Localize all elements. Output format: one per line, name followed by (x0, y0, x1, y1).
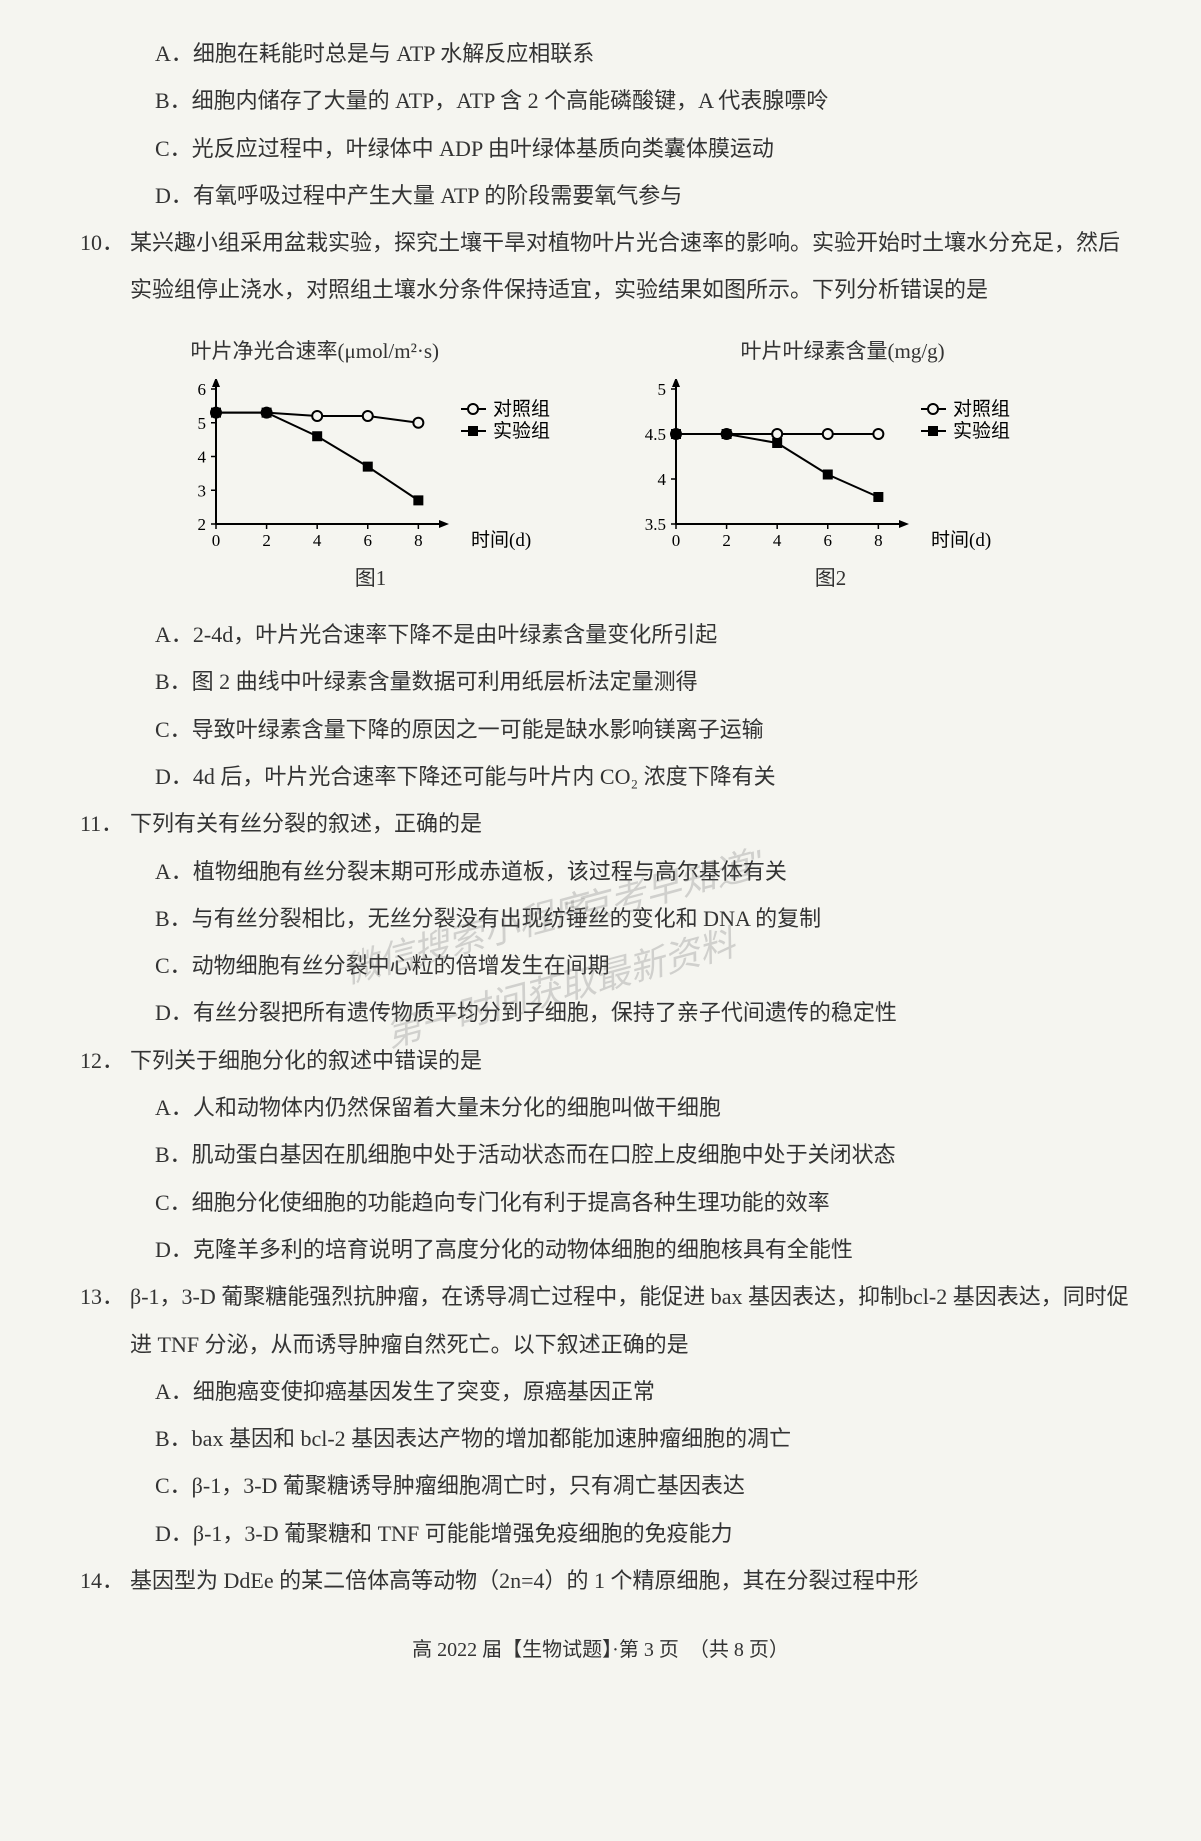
svg-text:6: 6 (823, 531, 832, 550)
svg-text:2: 2 (262, 531, 271, 550)
q13-text: β-1，3-D 葡聚糖能强烈抗肿瘤，在诱导凋亡过程中，能促进 bax 基因表达，… (130, 1273, 1141, 1368)
charts-row: 叶片净光合速率(μmol/m²·s) 0246823456时间(d)对照组实验组… (60, 329, 1141, 601)
svg-text:0: 0 (211, 531, 220, 550)
q13-option-d: D．β-1，3-D 葡聚糖和 TNF 可能能增强免疫细胞的免疫能力 (60, 1510, 1141, 1557)
svg-text:时间(d): 时间(d) (471, 529, 531, 551)
svg-text:2: 2 (197, 515, 206, 534)
q13-num: 13． (80, 1273, 130, 1368)
q11: 11． 下列有关有丝分裂的叙述，正确的是 (60, 800, 1141, 847)
svg-text:5: 5 (657, 380, 666, 399)
svg-text:5: 5 (197, 414, 206, 433)
svg-text:0: 0 (671, 531, 680, 550)
svg-text:时间(d): 时间(d) (931, 529, 991, 551)
q10-num: 10． (80, 219, 130, 314)
svg-text:对照组: 对照组 (493, 398, 550, 420)
q10-option-a: A．2-4d，叶片光合速率下降不是由叶绿素含量变化所引起 (60, 611, 1141, 658)
q11-num: 11． (80, 800, 130, 847)
svg-text:4: 4 (197, 447, 206, 466)
chart1-title: 叶片净光合速率(μmol/m²·s) (161, 329, 581, 374)
q9-option-a: A．细胞在耗能时总是与 ATP 水解反应相联系 (60, 30, 1141, 77)
chart2-caption: 图2 (621, 556, 1041, 601)
q11-option-b: B．与有丝分裂相比，无丝分裂没有出现纺锤丝的变化和 DNA 的复制 (60, 895, 1141, 942)
svg-text:6: 6 (197, 380, 206, 399)
q11-text: 下列有关有丝分裂的叙述，正确的是 (130, 800, 1141, 847)
q9-option-b: B．细胞内储存了大量的 ATP，ATP 含 2 个高能磷酸键，A 代表腺嘌呤 (60, 77, 1141, 124)
svg-text:2: 2 (722, 531, 731, 550)
q12-option-a: A．人和动物体内仍然保留着大量未分化的细胞叫做干细胞 (60, 1084, 1141, 1131)
q13-option-c: C．β-1，3-D 葡聚糖诱导肿瘤细胞凋亡时，只有凋亡基因表达 (60, 1462, 1141, 1509)
q14: 14． 基因型为 DdEe 的某二倍体高等动物（2n=4）的 1 个精原细胞，其… (60, 1557, 1141, 1604)
svg-text:8: 8 (414, 531, 423, 550)
q10-option-c: C．导致叶绿素含量下降的原因之一可能是缺水影响镁离子运输 (60, 706, 1141, 753)
chart1-block: 叶片净光合速率(μmol/m²·s) 0246823456时间(d)对照组实验组… (161, 329, 581, 601)
page-content: A．细胞在耗能时总是与 ATP 水解反应相联系 B．细胞内储存了大量的 ATP，… (60, 30, 1141, 1672)
chart2-title: 叶片叶绿素含量(mg/g) (621, 329, 1041, 374)
q14-num: 14． (80, 1557, 130, 1604)
svg-text:6: 6 (363, 531, 372, 550)
svg-text:4: 4 (772, 531, 781, 550)
chart2-svg: 0 2 4 6 8 3.5 4 4.5 5 时间(d) 对照组实验组 (621, 379, 1041, 554)
svg-text:实验组: 实验组 (953, 420, 1010, 442)
svg-text:对照组: 对照组 (953, 398, 1010, 420)
chart1-caption: 图1 (161, 556, 581, 601)
q12-text: 下列关于细胞分化的叙述中错误的是 (130, 1037, 1141, 1084)
q13: 13． β-1，3-D 葡聚糖能强烈抗肿瘤，在诱导凋亡过程中，能促进 bax 基… (60, 1273, 1141, 1368)
q9-option-d: D．有氧呼吸过程中产生大量 ATP 的阶段需要氧气参与 (60, 172, 1141, 219)
q12-option-c: C．细胞分化使细胞的功能趋向专门化有利于提高各种生理功能的效率 (60, 1179, 1141, 1226)
page-footer: 高 2022 届【生物试题】·第 3 页 （共 8 页） (60, 1629, 1141, 1672)
q10-text: 某兴趣小组采用盆栽实验，探究土壤干旱对植物叶片光合速率的影响。实验开始时土壤水分… (130, 219, 1141, 314)
svg-text:8: 8 (874, 531, 883, 550)
q12-option-d: D．克隆羊多利的培育说明了高度分化的动物体细胞的细胞核具有全能性 (60, 1226, 1141, 1273)
chart2-block: 叶片叶绿素含量(mg/g) 0 2 4 6 8 3.5 4 4.5 5 时间(d) 对照组实验组 图… (621, 329, 1041, 601)
q12: 12． 下列关于细胞分化的叙述中错误的是 (60, 1037, 1141, 1084)
chart1-svg: 0246823456时间(d)对照组实验组 (161, 379, 581, 554)
q10: 10． 某兴趣小组采用盆栽实验，探究土壤干旱对植物叶片光合速率的影响。实验开始时… (60, 219, 1141, 314)
svg-text:3.5: 3.5 (644, 515, 665, 534)
svg-text:3: 3 (197, 481, 206, 500)
q13-option-b: B．bax 基因和 bcl-2 基因表达产物的增加都能加速肿瘤细胞的凋亡 (60, 1415, 1141, 1462)
q10-option-d: D．4d 后，叶片光合速率下降还可能与叶片内 CO₂ 浓度下降有关 (60, 753, 1141, 800)
svg-text:4: 4 (312, 531, 321, 550)
svg-text:实验组: 实验组 (493, 420, 550, 442)
q12-option-b: B．肌动蛋白基因在肌细胞中处于活动状态而在口腔上皮细胞中处于关闭状态 (60, 1131, 1141, 1178)
q14-text: 基因型为 DdEe 的某二倍体高等动物（2n=4）的 1 个精原细胞，其在分裂过… (130, 1557, 1141, 1604)
q11-option-d: D．有丝分裂把所有遗传物质平均分到子细胞，保持了亲子代间遗传的稳定性 (60, 989, 1141, 1036)
svg-text:4: 4 (657, 470, 666, 489)
q9-option-c: C．光反应过程中，叶绿体中 ADP 由叶绿体基质向类囊体膜运动 (60, 125, 1141, 172)
q13-option-a: A．细胞癌变使抑癌基因发生了突变，原癌基因正常 (60, 1368, 1141, 1415)
svg-text:4.5: 4.5 (644, 425, 665, 444)
q11-option-a: A．植物细胞有丝分裂末期可形成赤道板，该过程与高尔基体有关 (60, 848, 1141, 895)
q10-option-b: B．图 2 曲线中叶绿素含量数据可利用纸层析法定量测得 (60, 658, 1141, 705)
q11-option-c: C．动物细胞有丝分裂中心粒的倍增发生在间期 (60, 942, 1141, 989)
q12-num: 12． (80, 1037, 130, 1084)
